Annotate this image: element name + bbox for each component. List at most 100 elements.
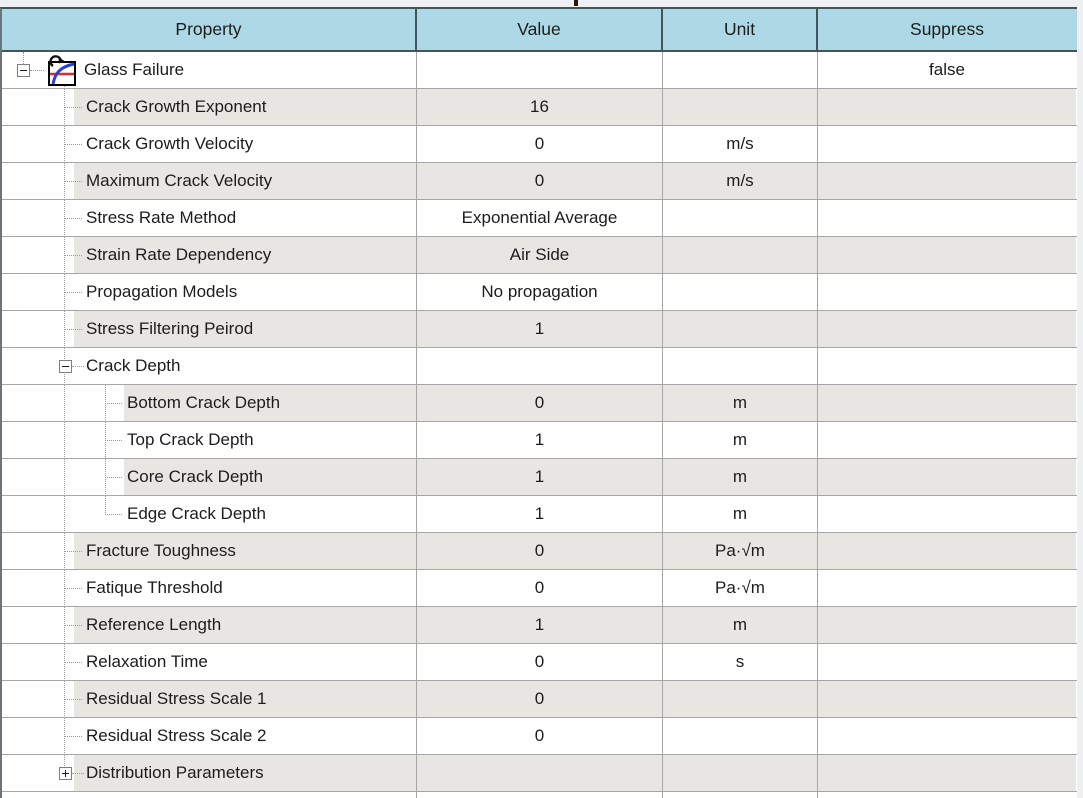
property-cell[interactable] — [2, 792, 417, 798]
value-cell-text: 1 — [534, 430, 545, 449]
header-suppress[interactable]: Suppress — [818, 9, 1076, 50]
suppress-cell[interactable] — [818, 533, 1076, 569]
property-cell[interactable]: Crack Depth — [2, 348, 417, 384]
unit-cell[interactable]: Pa·√m — [663, 533, 818, 569]
collapse-toggle-icon[interactable] — [17, 64, 30, 77]
suppress-cell[interactable] — [818, 755, 1076, 791]
property-cell[interactable]: Bottom Crack Depth — [2, 385, 417, 421]
unit-cell[interactable] — [663, 311, 818, 347]
value-cell[interactable]: 1 — [417, 422, 663, 458]
suppress-cell[interactable] — [818, 422, 1076, 458]
suppress-cell[interactable] — [818, 496, 1076, 532]
expand-toggle-icon[interactable] — [59, 767, 72, 780]
value-cell[interactable]: 0 — [417, 163, 663, 199]
suppress-cell[interactable] — [818, 570, 1076, 606]
value-cell-text: No propagation — [481, 282, 598, 301]
property-label: Core Crack Depth — [127, 467, 264, 486]
value-cell[interactable]: No propagation — [417, 274, 663, 310]
unit-cell[interactable] — [663, 200, 818, 236]
property-cell[interactable]: Strain Rate Dependency — [2, 237, 417, 273]
suppress-cell[interactable] — [818, 237, 1076, 273]
property-cell[interactable]: Fracture Toughness — [2, 533, 417, 569]
value-cell[interactable] — [417, 792, 663, 798]
suppress-cell[interactable] — [818, 163, 1076, 199]
unit-cell[interactable]: m — [663, 459, 818, 495]
table-row: Residual Stress Scale 1 0 — [2, 681, 1077, 718]
unit-cell[interactable] — [663, 89, 818, 125]
unit-cell[interactable]: m — [663, 385, 818, 421]
unit-cell[interactable]: m/s — [663, 126, 818, 162]
unit-cell[interactable]: m — [663, 607, 818, 643]
suppress-cell[interactable] — [818, 718, 1076, 754]
header-unit[interactable]: Unit — [663, 9, 818, 50]
value-cell[interactable]: 1 — [417, 496, 663, 532]
suppress-cell[interactable] — [818, 348, 1076, 384]
value-cell[interactable]: 1 — [417, 311, 663, 347]
tree-connector-line — [23, 52, 24, 64]
unit-cell[interactable]: s — [663, 644, 818, 680]
property-cell[interactable]: Residual Stress Scale 2 — [2, 718, 417, 754]
unit-cell[interactable] — [663, 52, 818, 88]
suppress-cell[interactable] — [818, 200, 1076, 236]
property-cell[interactable]: Crack Growth Velocity — [2, 126, 417, 162]
unit-cell[interactable] — [663, 792, 818, 798]
unit-cell[interactable] — [663, 681, 818, 717]
property-cell[interactable]: Crack Growth Exponent — [2, 89, 417, 125]
property-cell[interactable]: Maximum Crack Velocity — [2, 163, 417, 199]
value-cell[interactable]: 16 — [417, 89, 663, 125]
suppress-cell[interactable] — [818, 89, 1076, 125]
value-cell[interactable]: Exponential Average — [417, 200, 663, 236]
property-cell[interactable]: Core Crack Depth — [2, 459, 417, 495]
tree-connector-line — [72, 366, 84, 367]
unit-cell[interactable] — [663, 718, 818, 754]
property-cell[interactable]: Residual Stress Scale 1 — [2, 681, 417, 717]
value-cell[interactable]: 1 — [417, 459, 663, 495]
suppress-cell[interactable]: false — [818, 52, 1076, 88]
suppress-cell[interactable] — [818, 274, 1076, 310]
unit-cell-text: Pa·√m — [715, 578, 765, 597]
property-cell[interactable]: Top Crack Depth — [2, 422, 417, 458]
value-cell[interactable]: 0 — [417, 718, 663, 754]
unit-cell[interactable]: m/s — [663, 163, 818, 199]
suppress-cell[interactable] — [818, 792, 1076, 798]
property-cell[interactable]: Edge Crack Depth — [2, 496, 417, 532]
value-cell[interactable] — [417, 755, 663, 791]
header-value[interactable]: Value — [417, 9, 663, 50]
unit-cell[interactable]: m — [663, 422, 818, 458]
property-cell[interactable]: Fatique Threshold — [2, 570, 417, 606]
collapse-toggle-icon[interactable] — [59, 360, 72, 373]
suppress-cell[interactable] — [818, 681, 1076, 717]
suppress-cell[interactable] — [818, 607, 1076, 643]
suppress-cell[interactable] — [818, 385, 1076, 421]
property-cell[interactable]: Stress Rate Method — [2, 200, 417, 236]
property-cell[interactable]: Distribution Parameters — [2, 755, 417, 791]
suppress-cell[interactable] — [818, 459, 1076, 495]
unit-cell[interactable] — [663, 755, 818, 791]
suppress-cell[interactable] — [818, 644, 1076, 680]
value-cell[interactable]: 0 — [417, 126, 663, 162]
unit-cell[interactable]: Pa·√m — [663, 570, 818, 606]
header-property[interactable]: Property — [2, 9, 417, 50]
value-cell[interactable]: Air Side — [417, 237, 663, 273]
value-cell[interactable]: 0 — [417, 681, 663, 717]
property-cell[interactable]: Reference Length — [2, 607, 417, 643]
tree-connector-line — [105, 403, 122, 404]
unit-cell[interactable] — [663, 237, 818, 273]
suppress-cell[interactable] — [818, 311, 1076, 347]
tree-connector-line — [64, 625, 82, 626]
unit-cell[interactable] — [663, 274, 818, 310]
value-cell[interactable]: 0 — [417, 385, 663, 421]
value-cell[interactable]: 0 — [417, 570, 663, 606]
value-cell[interactable]: 0 — [417, 533, 663, 569]
value-cell[interactable] — [417, 348, 663, 384]
property-cell[interactable]: Relaxation Time — [2, 644, 417, 680]
value-cell[interactable]: 0 — [417, 644, 663, 680]
property-cell[interactable]: Stress Filtering Peirod — [2, 311, 417, 347]
property-cell[interactable]: Propagation Models — [2, 274, 417, 310]
suppress-cell[interactable] — [818, 126, 1076, 162]
value-cell[interactable]: 1 — [417, 607, 663, 643]
unit-cell[interactable]: m — [663, 496, 818, 532]
value-cell[interactable] — [417, 52, 663, 88]
unit-cell[interactable] — [663, 348, 818, 384]
property-cell[interactable]: Glass Failure — [2, 52, 417, 88]
